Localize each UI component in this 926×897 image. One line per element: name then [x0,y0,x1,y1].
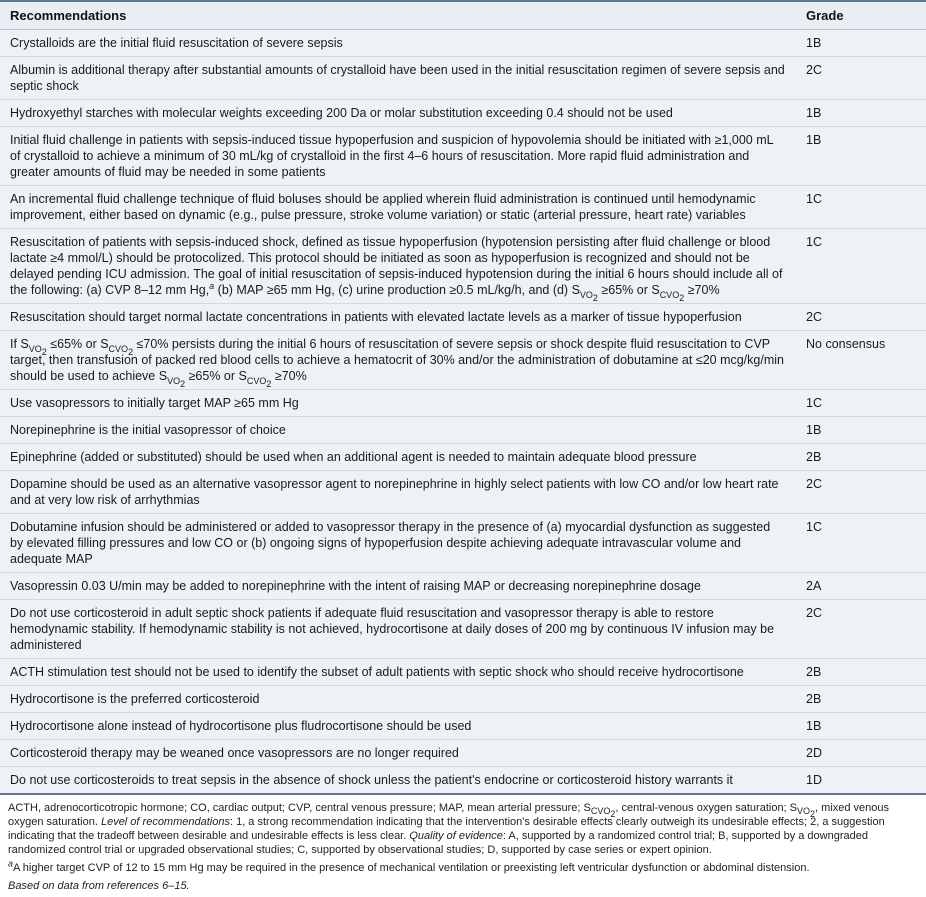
grade-cell: 2D [796,740,926,767]
recommendations-table: Recommendations Grade Crystalloids are t… [0,0,926,795]
table-row: Hydrocortisone alone instead of hydrocor… [0,713,926,740]
grade-cell: 1B [796,713,926,740]
footnote-abbreviations: ACTH, adrenocorticotropic hormone; CO, c… [8,801,918,857]
grade-cell: 2B [796,444,926,471]
grade-cell: 2C [796,471,926,514]
table-row: ACTH stimulation test should not be used… [0,659,926,686]
table-header-row: Recommendations Grade [0,1,926,30]
recommendation-cell: Epinephrine (added or substituted) shoul… [0,444,796,471]
recommendation-cell: Resuscitation should target normal lacta… [0,304,796,331]
table-row: Do not use corticosteroids to treat seps… [0,767,926,795]
grade-cell: 1B [796,127,926,186]
grade-cell: 2B [796,686,926,713]
footnotes: ACTH, adrenocorticotropic hormone; CO, c… [0,795,926,893]
recommendation-cell: Initial fluid challenge in patients with… [0,127,796,186]
grade-cell: 1D [796,767,926,795]
recommendation-cell: Resuscitation of patients with sepsis-in… [0,229,796,304]
recommendation-cell: Hydrocortisone is the preferred corticos… [0,686,796,713]
recommendation-cell: Vasopressin 0.03 U/min may be added to n… [0,573,796,600]
table-row: Hydroxyethyl starches with molecular wei… [0,100,926,127]
recommendation-cell: If SVO2 ≤65% or SCVO2 ≤70% persists duri… [0,331,796,390]
footnote-source: Based on data from references 6–15. [8,879,918,893]
table-row: Do not use corticosteroid in adult septi… [0,600,926,659]
grade-cell: 1C [796,186,926,229]
table-row: Resuscitation of patients with sepsis-in… [0,229,926,304]
footnote-a: aA higher target CVP of 12 to 15 mm Hg m… [8,861,918,875]
grade-cell: 2C [796,304,926,331]
recommendation-cell: Dopamine should be used as an alternativ… [0,471,796,514]
recommendation-cell: Hydrocortisone alone instead of hydrocor… [0,713,796,740]
table-row: Crystalloids are the initial fluid resus… [0,30,926,57]
header-recommendations: Recommendations [0,1,796,30]
table-row: If SVO2 ≤65% or SCVO2 ≤70% persists duri… [0,331,926,390]
table-row: Vasopressin 0.03 U/min may be added to n… [0,573,926,600]
recommendation-cell: Dobutamine infusion should be administer… [0,514,796,573]
table-row: Norepinephrine is the initial vasopresso… [0,417,926,444]
table-body: Crystalloids are the initial fluid resus… [0,30,926,795]
grade-cell: 2A [796,573,926,600]
table-row: Epinephrine (added or substituted) shoul… [0,444,926,471]
recommendation-cell: Norepinephrine is the initial vasopresso… [0,417,796,444]
recommendation-cell: Hydroxyethyl starches with molecular wei… [0,100,796,127]
grade-cell: 1B [796,417,926,444]
recommendation-cell: Albumin is additional therapy after subs… [0,57,796,100]
grade-cell: No consensus [796,331,926,390]
grade-cell: 2C [796,600,926,659]
grade-cell: 2B [796,659,926,686]
grade-cell: 1B [796,30,926,57]
recommendation-cell: Crystalloids are the initial fluid resus… [0,30,796,57]
grade-cell: 2C [796,57,926,100]
grade-cell: 1C [796,390,926,417]
header-grade: Grade [796,1,926,30]
recommendation-cell: Do not use corticosteroid in adult septi… [0,600,796,659]
grade-cell: 1C [796,514,926,573]
table-row: Resuscitation should target normal lacta… [0,304,926,331]
grade-cell: 1B [796,100,926,127]
table-row: Dopamine should be used as an alternativ… [0,471,926,514]
table-row: Dobutamine infusion should be administer… [0,514,926,573]
table-row: Use vasopressors to initially target MAP… [0,390,926,417]
table-row: Albumin is additional therapy after subs… [0,57,926,100]
recommendation-cell: An incremental fluid challenge technique… [0,186,796,229]
table-row: Hydrocortisone is the preferred corticos… [0,686,926,713]
recommendation-cell: Use vasopressors to initially target MAP… [0,390,796,417]
recommendation-cell: Do not use corticosteroids to treat seps… [0,767,796,795]
table-row: An incremental fluid challenge technique… [0,186,926,229]
grade-cell: 1C [796,229,926,304]
table-row: Initial fluid challenge in patients with… [0,127,926,186]
recommendation-cell: ACTH stimulation test should not be used… [0,659,796,686]
table-row: Corticosteroid therapy may be weaned onc… [0,740,926,767]
recommendation-cell: Corticosteroid therapy may be weaned onc… [0,740,796,767]
